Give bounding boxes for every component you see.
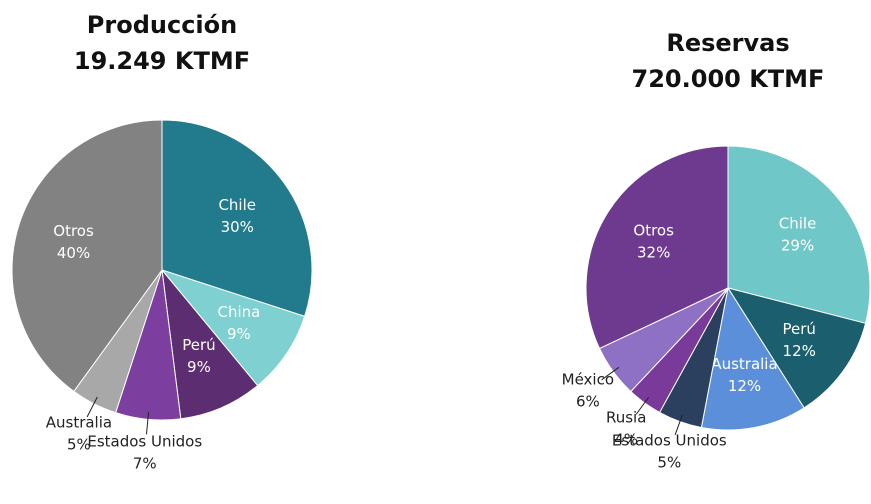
pie-slice [160, 268, 306, 387]
slice-label: Perú [182, 336, 215, 354]
pie-slice [11, 119, 163, 393]
slice-label: Estados Unidos [87, 433, 202, 451]
slice-label: Australia [711, 355, 777, 373]
pie-slice [585, 145, 729, 350]
leader-line [86, 396, 98, 418]
slice-value: 7% [133, 455, 157, 473]
slice-label: Estados Unidos [612, 431, 727, 449]
slice-label: Australia [46, 414, 112, 432]
leader-line [635, 396, 650, 415]
slice-value: 12% [728, 377, 761, 395]
leader-line [145, 411, 150, 435]
slice-label: Rusia [606, 409, 646, 427]
slice-label: Chile [218, 196, 256, 214]
pie-slice [161, 119, 313, 317]
leader-line [601, 366, 620, 381]
slice-value: 5% [657, 453, 681, 471]
slice-label: Otros [53, 222, 94, 240]
slice-value: 4% [614, 431, 638, 449]
slice-value: 5% [67, 436, 91, 454]
slice-label: China [217, 303, 260, 321]
slice-value: 9% [227, 325, 251, 343]
slice-value: 9% [187, 358, 211, 376]
leader-line [674, 414, 683, 436]
slice-value: 6% [576, 392, 600, 410]
slice-label: Perú [783, 320, 816, 338]
slice-value: 12% [783, 342, 816, 360]
slice-label: México [562, 370, 614, 388]
slice-label: Chile [779, 215, 817, 233]
chart-subtitle: 720.000 KTMF [632, 65, 825, 93]
chart-title: Reservas [666, 29, 789, 57]
pie-slice [726, 287, 867, 409]
slice-value: 30% [221, 218, 254, 236]
pie-slice [727, 145, 871, 324]
chart-subtitle: 19.249 KTMF [74, 47, 250, 75]
pie-slice [161, 268, 259, 420]
slice-value: 40% [57, 244, 90, 262]
slice-value: 32% [637, 243, 670, 261]
chart-title: Producción [87, 11, 237, 39]
slice-label: Otros [633, 221, 674, 239]
pie-slice [700, 286, 805, 431]
slice-value: 29% [781, 237, 814, 255]
